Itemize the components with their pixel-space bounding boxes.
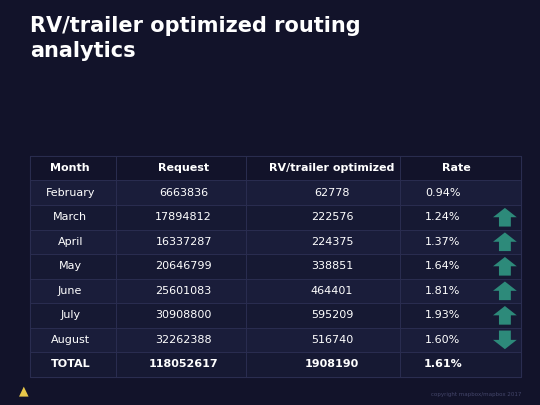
Text: 1.93%: 1.93%: [425, 310, 461, 320]
Polygon shape: [493, 232, 517, 251]
Text: August: August: [51, 335, 90, 345]
Text: 1.37%: 1.37%: [425, 237, 461, 247]
Text: 6663836: 6663836: [159, 188, 208, 198]
Text: 1.24%: 1.24%: [425, 212, 461, 222]
Text: 1.64%: 1.64%: [425, 261, 461, 271]
Text: 17894812: 17894812: [155, 212, 212, 222]
Text: copyright mapbox/mapbox 2017: copyright mapbox/mapbox 2017: [431, 392, 521, 397]
Bar: [30, 254, 521, 279]
Text: June: June: [58, 286, 83, 296]
Text: March: March: [53, 212, 87, 222]
Text: February: February: [45, 188, 95, 198]
Text: 222576: 222576: [311, 212, 353, 222]
Text: 30908800: 30908800: [156, 310, 212, 320]
Text: RV/trailer optimized routing
analytics: RV/trailer optimized routing analytics: [30, 16, 360, 61]
Polygon shape: [493, 208, 517, 226]
Text: 32262388: 32262388: [156, 335, 212, 345]
Text: 338851: 338851: [311, 261, 353, 271]
Text: 118052617: 118052617: [149, 359, 218, 369]
Text: 1.61%: 1.61%: [423, 359, 462, 369]
Bar: [30, 205, 521, 230]
Text: Request: Request: [158, 163, 209, 173]
Text: 224375: 224375: [311, 237, 353, 247]
Text: April: April: [57, 237, 83, 247]
Text: May: May: [59, 261, 82, 271]
Text: 464401: 464401: [311, 286, 353, 296]
Bar: [30, 303, 521, 328]
Text: ▲: ▲: [19, 384, 29, 397]
Polygon shape: [493, 306, 517, 325]
Text: 516740: 516740: [311, 335, 353, 345]
Text: July: July: [60, 310, 80, 320]
Text: 1.60%: 1.60%: [425, 335, 461, 345]
Text: 20646799: 20646799: [156, 261, 212, 271]
Text: TOTAL: TOTAL: [50, 359, 90, 369]
Text: 16337287: 16337287: [156, 237, 212, 247]
Text: Month: Month: [50, 163, 90, 173]
Bar: [30, 156, 521, 181]
Text: 1908190: 1908190: [305, 359, 359, 369]
Text: Rate: Rate: [442, 163, 471, 173]
Text: 25601083: 25601083: [156, 286, 212, 296]
Bar: [30, 156, 521, 377]
Text: 0.94%: 0.94%: [425, 188, 461, 198]
Polygon shape: [493, 330, 517, 349]
Text: RV/trailer optimized: RV/trailer optimized: [269, 163, 395, 173]
Text: 1.81%: 1.81%: [425, 286, 461, 296]
Polygon shape: [493, 281, 517, 300]
Text: 62778: 62778: [314, 188, 350, 198]
Bar: [30, 352, 521, 377]
Text: 595209: 595209: [311, 310, 353, 320]
Polygon shape: [493, 257, 517, 276]
